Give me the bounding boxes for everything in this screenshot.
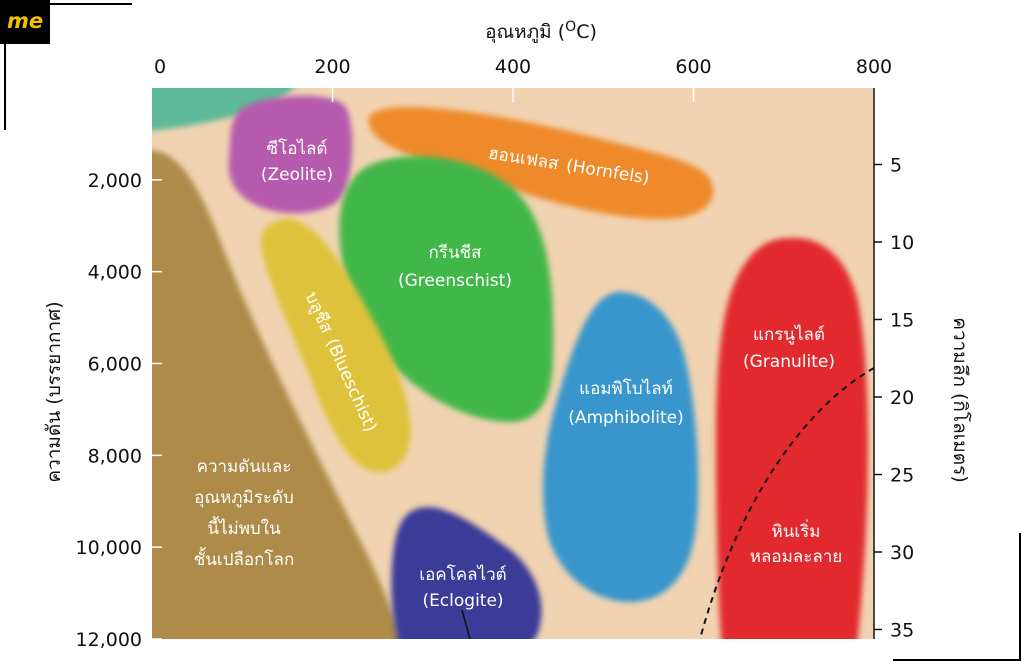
x-ticks: 0 200 400 600 800 (154, 56, 892, 78)
y-left-tick-label: 6,000 (88, 354, 142, 376)
region-amphibolite (543, 292, 699, 603)
y-left-tick-label: 12,000 (76, 629, 142, 651)
y-left-tick-label: 4,000 (88, 262, 142, 284)
region-granulite (716, 237, 868, 639)
y-right-tick-label: 25 (890, 465, 914, 487)
y-right-tick-label: 35 (890, 620, 914, 642)
y-left-tick-label: 10,000 (76, 537, 142, 559)
melting-annotation-line-2: หลอมละลาย (750, 547, 843, 567)
label-amphibolite: แอมพิโบไลท์ (579, 378, 673, 399)
x-gridlines (331, 88, 695, 102)
label-amphibolite-en: (Amphibolite) (568, 408, 684, 428)
label-greenschist-en: (Greenschist) (398, 271, 512, 291)
corner-mark-bottom-right-h (893, 659, 1021, 661)
label-zeolite-en: (Zeolite) (261, 165, 333, 185)
x-tick-label: 200 (314, 56, 350, 78)
label-eclogite: เอคโคลไวต์ (419, 564, 506, 585)
x-axis-title: อุณหภูมิ (OC) (485, 19, 597, 44)
eclogite-pointer (461, 609, 471, 639)
label-zeolite: ซีโอไลต์ (267, 138, 328, 159)
x-tick-label: 0 (154, 56, 166, 78)
melting-annotation-line-1: หินเริ่ม (772, 519, 821, 542)
x-tick-label: 400 (495, 56, 531, 78)
y-right-tick-label: 30 (890, 542, 914, 564)
corner-mark-bottom-right-v (1019, 533, 1021, 661)
y-right-axis-title: ความลึก (กิโลเมตร) (949, 317, 972, 483)
y-right-tick-label: 5 (890, 155, 902, 177)
melting-boundary-curve (699, 367, 874, 639)
x-axis-title-superscript: O (565, 19, 576, 35)
x-tick-label: 600 (675, 56, 711, 78)
y-right-tick-label: 20 (890, 387, 914, 409)
not-found-region (152, 150, 401, 639)
label-granulite: แกรนูไลต์ (753, 324, 825, 345)
x-axis-title-unit: C) (576, 21, 597, 43)
region-zeolite (228, 95, 353, 214)
region-greenschist (339, 156, 554, 422)
y-right-tick-label: 15 (890, 310, 914, 332)
y-left-axis-title: ความดัน (บรรยากาศ) (43, 301, 65, 482)
y-right-ticks: 5 10 15 20 25 30 35 (873, 88, 914, 642)
label-granulite-en: (Granulite) (743, 352, 835, 372)
corner-mark-top-left-v (4, 44, 6, 130)
not-found-annotation-line-2: อุณหภูมิระดับ (194, 488, 294, 508)
region-blueschist (260, 218, 411, 473)
not-found-annotation-line-4: ชั้นเปลือกโลก (194, 547, 295, 570)
y-left-ticks: 2,000 4,000 6,000 8,000 10,000 12,000 (76, 170, 162, 651)
label-eclogite-en: (Eclogite) (422, 591, 503, 611)
not-found-annotation-line-3: นี้ไม่พบใน (207, 516, 281, 539)
y-right-tick-label: 10 (890, 232, 914, 254)
y-left-tick-label: 8,000 (88, 445, 142, 467)
x-tick-label: 800 (856, 56, 892, 78)
logo: me (0, 0, 50, 44)
label-greenschist: กรีนชีส (429, 243, 483, 263)
corner-region (152, 88, 294, 131)
not-found-annotation-line-1: ความดันและ (197, 457, 292, 477)
y-left-tick-label: 2,000 (88, 170, 142, 192)
corner-mark-top-left-h (50, 3, 132, 5)
region-eclogite (391, 507, 542, 639)
region-hornfels (368, 107, 714, 220)
